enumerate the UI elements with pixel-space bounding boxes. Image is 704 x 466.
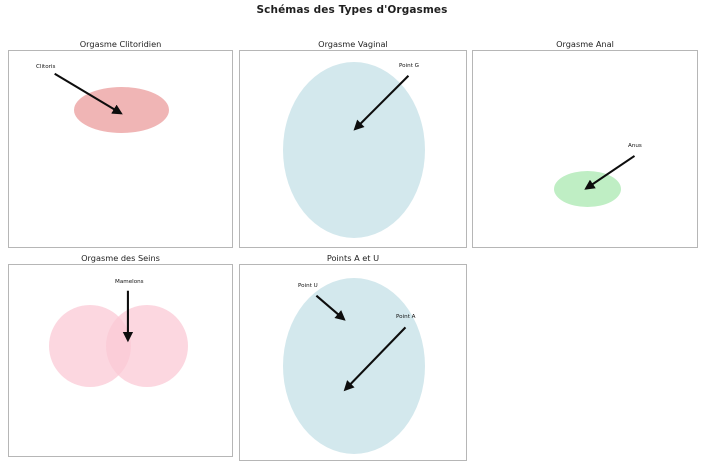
annotation-label-point-g: Point G — [399, 63, 420, 69]
annotation-label-mamelons: Mamelons — [115, 279, 144, 285]
arrow-anus — [584, 155, 636, 190]
annotation-label-anus: Anus — [628, 143, 642, 149]
panel-title-clitoridien: Orgasme Clitoridien — [79, 39, 162, 49]
panel-points-a-u: Point U Point A — [239, 264, 467, 461]
shape-vagina-ellipse — [283, 62, 425, 238]
panel-title-points-a-u: Points A et U — [326, 253, 380, 263]
annotation-label-clitoris: Clitoris — [36, 64, 56, 70]
annotation-label-point-u: Point U — [298, 283, 318, 289]
panel-seins: Mamelons — [8, 264, 233, 457]
panel-vaginal: Point G — [239, 50, 467, 248]
shape-clitoris-ellipse — [74, 87, 169, 133]
annotation-label-point-a: Point A — [396, 314, 416, 320]
figure-title: Schémas des Types d'Orgasmes — [256, 4, 448, 16]
panel-title-anal: Orgasme Anal — [556, 39, 614, 49]
arrow-clitoris — [54, 72, 123, 115]
panel-title-vaginal: Orgasme Vaginal — [318, 39, 388, 49]
shape-breast-right-circle — [106, 305, 188, 387]
shape-vagina-ellipse-au — [283, 278, 425, 454]
shape-anus-ellipse — [554, 171, 621, 207]
panel-clitoridien: Clitoris — [8, 50, 233, 248]
panel-anal: Anus — [472, 50, 698, 248]
panel-title-seins: Orgasme des Seins — [81, 253, 160, 263]
